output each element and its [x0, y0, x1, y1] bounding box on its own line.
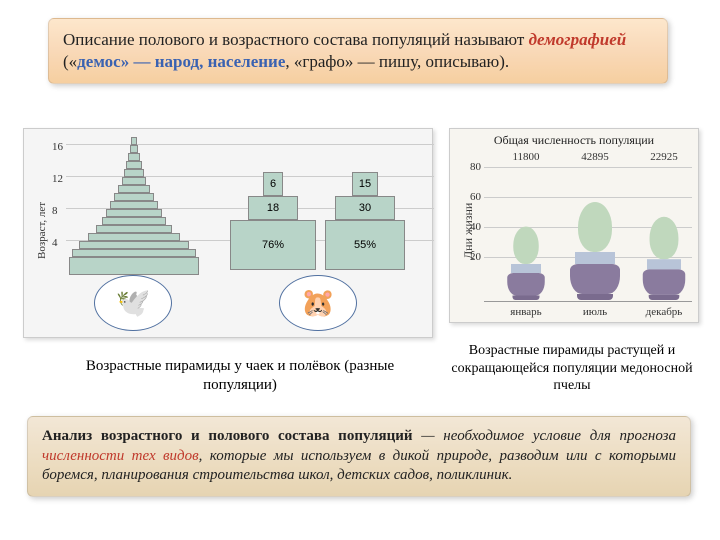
bee-ytick: 20 [470, 251, 481, 263]
bee-month: июль [565, 306, 625, 318]
pyramid-bar [124, 169, 144, 177]
bee-ytick: 80 [470, 161, 481, 173]
pyramid-bar [69, 257, 199, 275]
bottom-red: численности тех видов [42, 448, 199, 464]
y-axis-label-left: Возраст, лет [36, 202, 48, 259]
ytick-4: 4 [52, 237, 58, 249]
figure-bee: Общая численность популяции Дни жизни 80… [449, 128, 699, 323]
pyramid-bar [102, 217, 166, 225]
vole-icon: 🐹 [279, 275, 357, 331]
pyramid-bar: 15 [352, 172, 378, 196]
pyramid-bar: 6 [263, 172, 283, 196]
pyramid-gull [69, 137, 199, 277]
beehive-shape [570, 202, 620, 300]
def-demos: демос» — народ, население [77, 52, 285, 71]
pyramid-bar: 30 [335, 196, 395, 220]
pyramid-bar [128, 153, 140, 161]
def-demografiej: демографией [529, 30, 627, 49]
def-text2: (« [63, 52, 77, 71]
bee-month: январь [496, 306, 556, 318]
def-text3: , «графо» — пишу, описываю). [285, 52, 509, 71]
pyramid-bar [114, 193, 154, 201]
figure-row: Возраст, лет 16 12 8 4 61876%153055% 🕊️ … [23, 128, 699, 338]
pyramid-vole: 61876% 153055% [229, 137, 409, 277]
pyramid-bar [130, 145, 138, 153]
caption-left: Возрастные пирамиды у чаек и полёвок (ра… [80, 357, 400, 395]
figure-bee-title: Общая численность популяции [450, 133, 698, 148]
pyramid-bar [118, 185, 150, 193]
caption-right: Возрастные пирамиды растущей и сокращающ… [442, 342, 702, 395]
bee-month: декабрь [634, 306, 694, 318]
bee-count: 42895 [565, 151, 625, 163]
pyramid-bar [72, 249, 196, 257]
pyramid-bar: 18 [248, 196, 298, 220]
bee-count: 11800 [496, 151, 556, 163]
bee-ytick: 40 [470, 221, 481, 233]
ytick-12: 12 [52, 173, 63, 185]
pyramid-bar [110, 201, 158, 209]
pyramid-bar [131, 137, 137, 145]
bee-count: 22925 [634, 151, 694, 163]
bottom-text1: — необходимое условие для прогноза [413, 428, 676, 444]
gull-icon: 🕊️ [94, 275, 172, 331]
definition-panel: Описание полового и возрастного состава … [48, 18, 668, 84]
bottom-bold: Анализ возрастного и полового состава по… [42, 428, 413, 444]
pyramid-bar [96, 225, 172, 233]
def-text1: Описание полового и возрастного состава … [63, 30, 529, 49]
pyramid-bar [88, 233, 180, 241]
figure-pyramids: Возраст, лет 16 12 8 4 61876%153055% 🕊️ … [23, 128, 433, 338]
pyramid-bar [106, 209, 162, 217]
beehive-shape [507, 227, 545, 301]
analysis-panel: Анализ возрастного и полового состава по… [27, 416, 691, 497]
pyramid-bar: 55% [325, 220, 405, 270]
pyramid-bar [126, 161, 142, 169]
bee-ytick: 60 [470, 191, 481, 203]
pyramid-bar [79, 241, 189, 249]
pyramid-bar [122, 177, 146, 185]
pyramid-bar: 76% [230, 220, 316, 270]
ytick-8: 8 [52, 205, 58, 217]
beehive-shape [643, 217, 686, 300]
ytick-16: 16 [52, 141, 63, 153]
